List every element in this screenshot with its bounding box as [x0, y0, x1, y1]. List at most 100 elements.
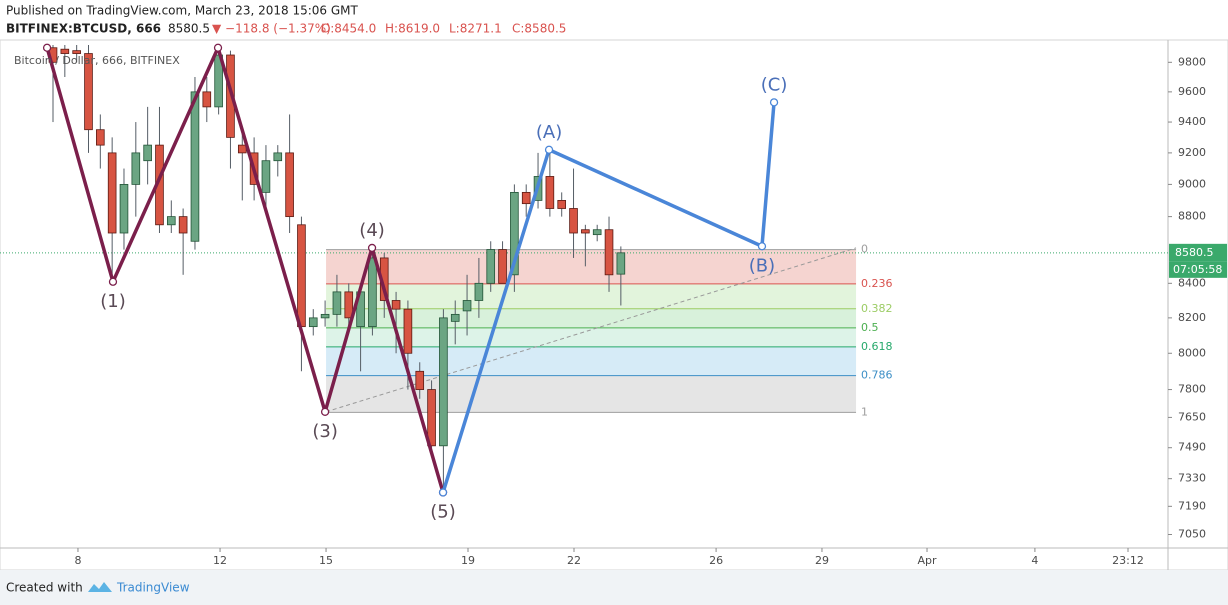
footer-brand[interactable]: TradingView [116, 581, 190, 595]
fib-label: 1 [861, 405, 868, 418]
candle-body [202, 91, 212, 108]
footer-logo [88, 582, 112, 592]
x-tick-label: 19 [461, 554, 475, 567]
candle-body [84, 53, 93, 131]
y-tick-label: 8000 [1178, 346, 1206, 359]
last: 8580.5 [168, 22, 210, 36]
countdown-badge [1169, 261, 1227, 278]
wave-point [769, 98, 779, 107]
candle-body [166, 216, 176, 226]
candle-body [72, 50, 81, 54]
last-price-badge [1169, 243, 1227, 262]
candle-body [119, 183, 129, 234]
x-tick-label: 26 [709, 554, 723, 567]
candle-body [486, 249, 496, 284]
candle-body [60, 48, 70, 54]
y-tick-label: 7330 [1178, 472, 1206, 485]
footer-created: Created with [6, 581, 83, 595]
wave-point [438, 488, 448, 497]
y-tick-label: 9800 [1178, 55, 1206, 68]
fib-zone [326, 249, 857, 284]
candle-body [498, 249, 507, 284]
candle-body [190, 91, 200, 242]
close: C:8580.5 [512, 22, 566, 36]
x-tick-label: 22 [567, 554, 581, 567]
y-tick-label: 7800 [1178, 383, 1206, 396]
y-tick-label: 9400 [1178, 115, 1206, 128]
wave-point [213, 43, 223, 52]
open: O:8454.0 [321, 22, 376, 36]
wave-point [320, 407, 330, 416]
plot: 9800 9600 9400 9200 9000 8800 8400 8200 8000 7800… [0, 43, 1206, 567]
wave-label: (A) [536, 122, 562, 143]
candle-body [545, 176, 555, 209]
candle-body [450, 313, 460, 322]
candle-body [439, 317, 448, 447]
candle-body [226, 54, 235, 138]
candle-body [131, 152, 141, 185]
candle-body [474, 282, 484, 301]
fib-label: 0.236 [861, 277, 893, 290]
candle-body [604, 229, 614, 276]
fib-zone [326, 346, 857, 376]
wave-point [757, 242, 767, 251]
footer-bar [0, 570, 1228, 605]
wave-line [441, 102, 776, 493]
wave-point [544, 145, 554, 154]
candle-body [143, 144, 152, 162]
last-price-text: 8580.5 [1175, 246, 1214, 259]
candle-body [368, 257, 377, 328]
candle-body [510, 191, 519, 276]
quote-line: BITFINEX:BTCUSD, 666 8580.5 ▼ −118.8 (−1… [6, 22, 566, 36]
candle-body [332, 291, 342, 315]
candle-body [557, 200, 567, 209]
y-tick-label: 9000 [1178, 177, 1206, 190]
wave-label: (4) [359, 220, 385, 241]
fib-trend [325, 247, 857, 413]
x-tick-label: 29 [815, 554, 829, 567]
wave-point [42, 43, 52, 52]
candle-body [297, 224, 306, 328]
candle-body [616, 252, 626, 275]
y-tick-label: 7050 [1178, 528, 1206, 541]
candle-body [592, 229, 602, 236]
x-tick-label: 12 [213, 554, 227, 567]
x-tick-label: 4 [1031, 554, 1038, 567]
candle-body [178, 216, 188, 234]
x-tick-label: 8 [74, 554, 81, 567]
candle-body [403, 308, 413, 354]
high: H:8619.0 [385, 22, 440, 36]
y-tick-label: 7190 [1178, 499, 1206, 512]
x-tick-label: 23:12 [1112, 554, 1144, 567]
x-tick-label: Apr [918, 554, 938, 567]
published: Published on TradingView.com, March 23, … [6, 4, 359, 18]
fib-label: 0.382 [861, 302, 893, 315]
y-tick-label: 7650 [1178, 410, 1206, 423]
fib-zone [326, 308, 857, 328]
y-tick-label: 9600 [1178, 85, 1206, 98]
y-tick-label: 8400 [1178, 276, 1206, 289]
y-tick-label: 9200 [1178, 146, 1206, 159]
candle-body [107, 152, 117, 234]
wave-label: (B) [749, 255, 775, 276]
candle-body [415, 370, 425, 390]
legend: Bitcoin / Dollar, 666, BITFINEX [14, 54, 180, 67]
candle-body [427, 389, 436, 447]
symbol: BITFINEX:BTCUSD, 666 [6, 22, 161, 36]
countdown-text: 07:05:58 [1173, 263, 1222, 276]
wave-line [45, 45, 445, 493]
y-tick-label: 8200 [1178, 311, 1206, 324]
fib-zone [326, 327, 857, 347]
candle-body [285, 152, 294, 218]
fib-label: 0.618 [861, 340, 893, 353]
wave-label: (C) [761, 74, 788, 95]
fib-label: 0.5 [861, 321, 879, 334]
wave-point [367, 243, 377, 253]
candle-body [581, 229, 590, 234]
low: L:8271.1 [449, 22, 502, 36]
candle-body [308, 317, 318, 328]
candle-body [261, 160, 271, 193]
wave-label: (5) [430, 501, 456, 522]
